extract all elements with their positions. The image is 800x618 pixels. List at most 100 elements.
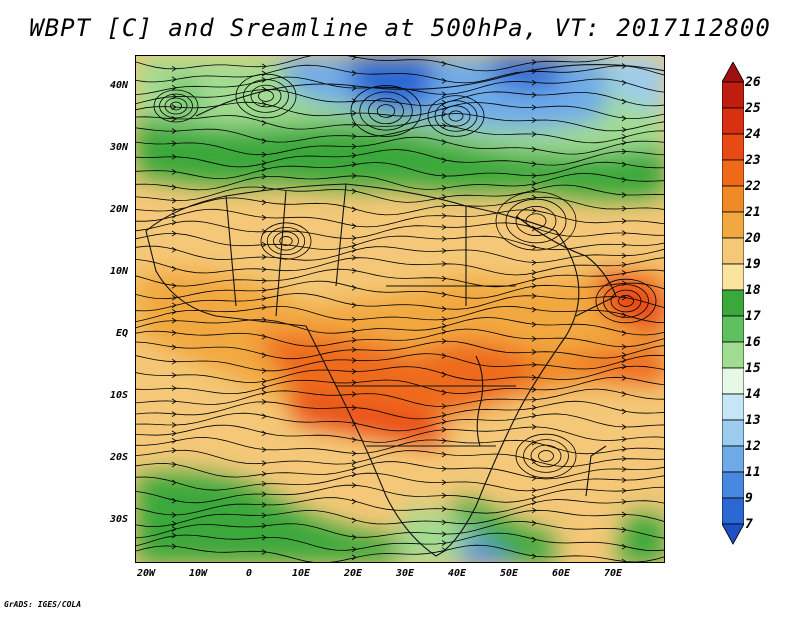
streamline-arrow bbox=[261, 254, 267, 260]
streamline-arrow bbox=[171, 520, 177, 527]
streamline bbox=[136, 293, 664, 312]
streamline-arrow bbox=[351, 517, 357, 524]
streamline-arrow bbox=[171, 197, 177, 204]
streamline-arrow bbox=[441, 224, 447, 231]
streamline-arrow bbox=[351, 546, 357, 553]
streamline bbox=[136, 305, 664, 324]
streamline-arrow bbox=[171, 84, 177, 91]
streamline-arrow bbox=[351, 498, 357, 505]
streamline-arrow bbox=[351, 346, 357, 353]
colorbar-swatch bbox=[722, 367, 744, 395]
streamline-vortex bbox=[359, 91, 413, 131]
lon-label-50e: 50E bbox=[499, 568, 519, 579]
lat-label-10s: 10S bbox=[109, 390, 128, 401]
streamline-arrow bbox=[171, 543, 177, 550]
streamline-arrow bbox=[531, 458, 537, 465]
map-panel bbox=[135, 55, 665, 563]
colorbar-label: 18 bbox=[745, 283, 761, 298]
colorbar-arrow-top bbox=[722, 62, 744, 83]
streamline-arrow bbox=[261, 151, 267, 158]
streamline-arrow bbox=[171, 358, 177, 365]
streamline-vortex bbox=[427, 95, 485, 137]
streamline-arrow bbox=[441, 540, 447, 546]
streamline-arrow bbox=[171, 140, 177, 147]
streamline-vortex bbox=[170, 101, 182, 111]
streamline-arrow bbox=[351, 267, 357, 274]
streamline-arrow bbox=[531, 131, 537, 137]
wbpt-field bbox=[136, 56, 664, 562]
streamline-arrow bbox=[261, 367, 267, 374]
streamline-arrow bbox=[171, 246, 177, 253]
streamline-arrow bbox=[441, 60, 447, 67]
streamline-arrow bbox=[261, 502, 267, 508]
streamline-arrow bbox=[621, 133, 627, 140]
streamline-arrow bbox=[441, 465, 447, 472]
streamline bbox=[136, 509, 664, 528]
streamline-arrow bbox=[621, 446, 627, 452]
streamline-arrow bbox=[171, 447, 177, 454]
streamline-arrow bbox=[261, 199, 267, 206]
colorbar-label: 12 bbox=[745, 439, 761, 454]
streamline-arrow bbox=[351, 254, 357, 261]
streamline-arrow bbox=[441, 412, 447, 418]
streamline-arrow bbox=[441, 247, 447, 254]
streamline-arrow bbox=[261, 160, 267, 166]
streamline-arrow bbox=[351, 404, 357, 411]
colorbar-label: 11 bbox=[745, 465, 761, 480]
streamline-arrow bbox=[621, 343, 627, 350]
streamline-arrow bbox=[621, 98, 627, 105]
streamline-arrow bbox=[621, 408, 627, 415]
colorbar-label: 17 bbox=[745, 309, 761, 324]
streamlines bbox=[136, 56, 664, 562]
streamline-arrow bbox=[351, 436, 357, 443]
streamline-arrow bbox=[621, 511, 627, 518]
streamline-arrow bbox=[531, 520, 537, 526]
streamline-arrow bbox=[261, 522, 267, 529]
streamline-arrow bbox=[441, 212, 447, 219]
streamline-arrow bbox=[171, 153, 177, 160]
streamline bbox=[136, 437, 664, 455]
colorbar-label: 9 bbox=[745, 491, 753, 506]
streamline-arrow bbox=[171, 461, 177, 468]
streamline-arrow bbox=[171, 385, 177, 392]
streamline-vortex bbox=[515, 206, 557, 236]
streamline-arrow bbox=[261, 480, 267, 487]
streamline-arrow bbox=[441, 104, 447, 111]
colorbar-label: 15 bbox=[745, 361, 761, 376]
colorbar-label: 22 bbox=[745, 179, 761, 194]
colorbar-swatch bbox=[722, 497, 744, 525]
streamline-arrow bbox=[441, 306, 447, 312]
streamline-arrow bbox=[621, 252, 627, 259]
streamline-arrow bbox=[171, 302, 177, 309]
streamline-arrow bbox=[351, 482, 357, 489]
streamline bbox=[136, 544, 664, 562]
streamline bbox=[136, 136, 664, 156]
streamline bbox=[136, 424, 664, 443]
streamline-arrow bbox=[351, 161, 357, 168]
streamline-arrow bbox=[531, 494, 537, 501]
streamline-arrow bbox=[531, 59, 537, 65]
colorbar-swatch bbox=[722, 237, 744, 265]
streamline-vortex bbox=[538, 450, 554, 462]
streamline bbox=[136, 184, 664, 203]
streamline bbox=[136, 328, 664, 348]
streamline-arrow bbox=[261, 266, 267, 273]
streamline-arrow bbox=[531, 374, 537, 381]
streamline-arrow bbox=[531, 92, 537, 98]
streamline-arrow bbox=[621, 79, 627, 86]
streamline-arrow bbox=[441, 437, 447, 444]
streamline bbox=[136, 472, 664, 492]
lon-label-10w: 10W bbox=[188, 568, 208, 579]
streamline-arrow bbox=[171, 526, 177, 532]
streamline-arrow bbox=[621, 126, 627, 133]
colorbar-swatch bbox=[722, 107, 744, 135]
lon-label-40e: 40E bbox=[447, 568, 467, 579]
colorbar-label: 7 bbox=[745, 517, 753, 532]
lat-label-30n: 30N bbox=[109, 142, 128, 153]
streamline-arrow bbox=[351, 247, 357, 253]
streamline-arrow bbox=[171, 212, 177, 219]
streamline bbox=[136, 124, 664, 144]
streamline-arrow bbox=[441, 291, 447, 298]
lat-label-eq: EQ bbox=[115, 328, 128, 339]
streamline-arrow bbox=[351, 188, 357, 195]
